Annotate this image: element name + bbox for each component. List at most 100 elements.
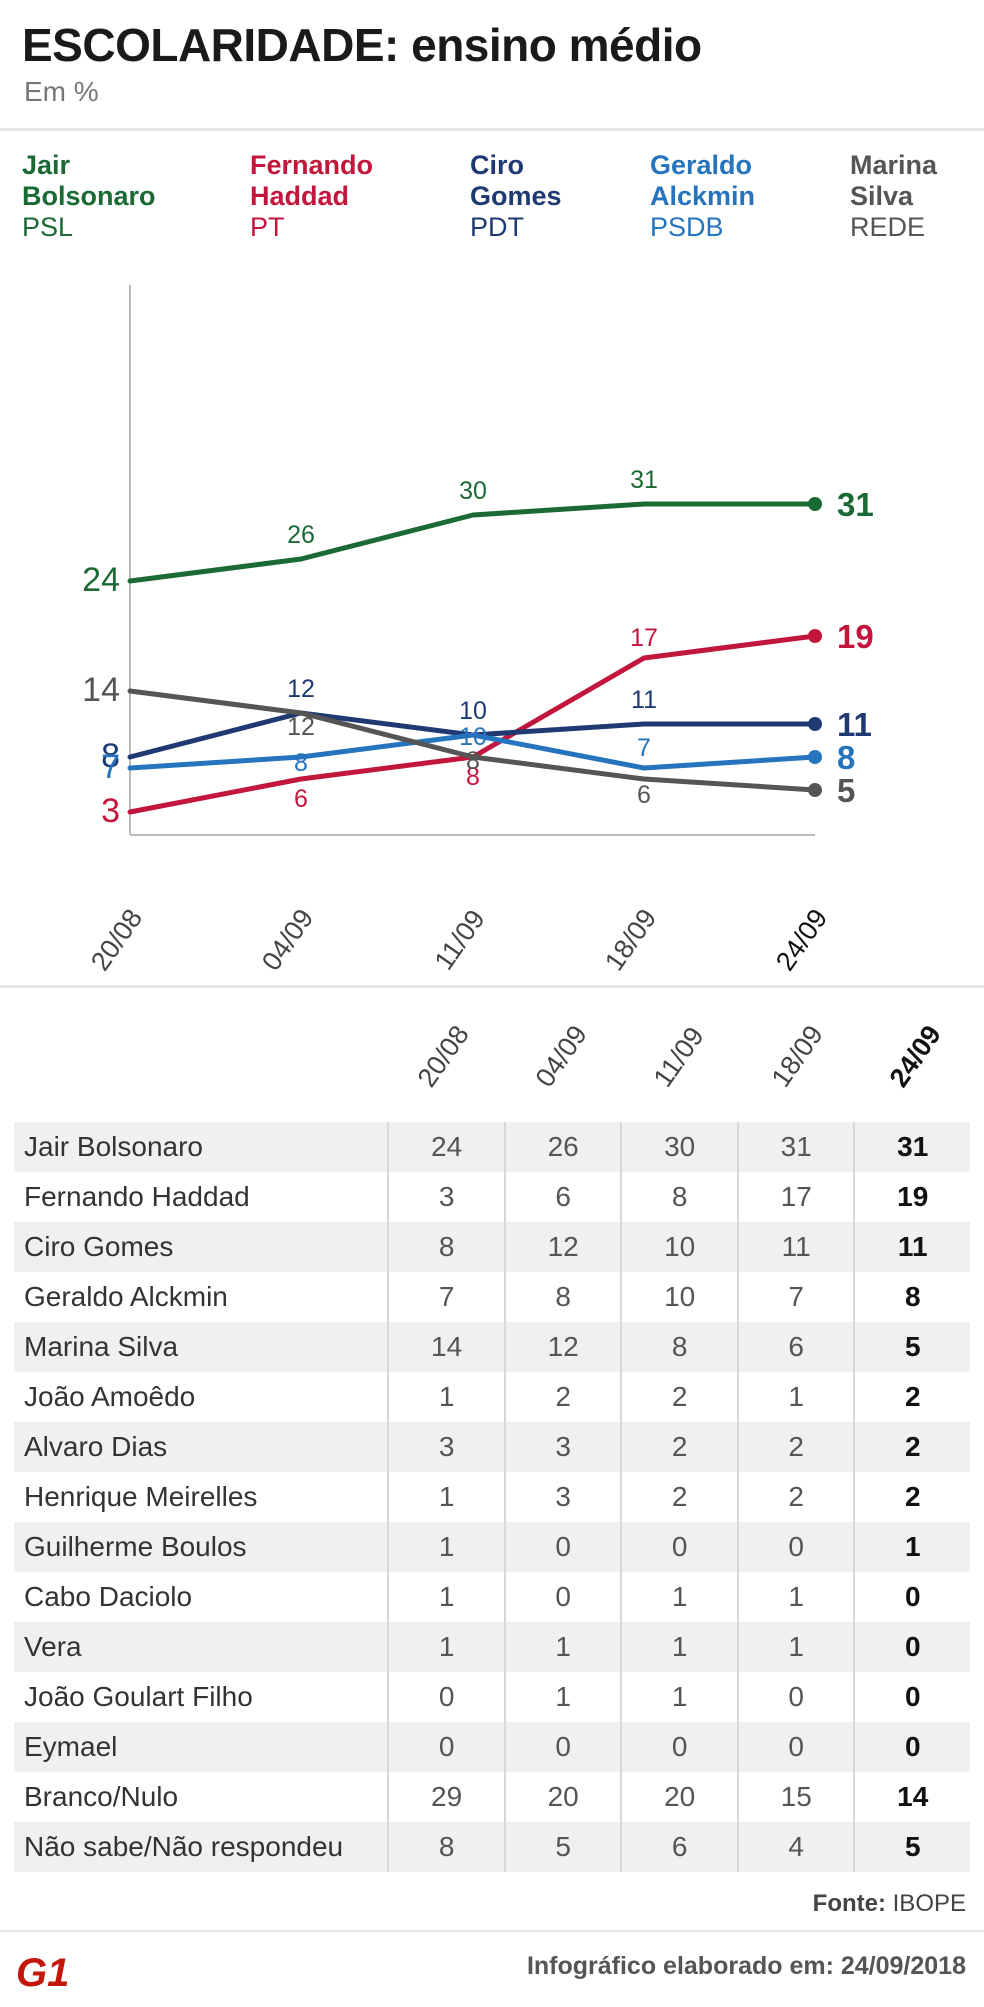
made-date: Infográfico elaborado em: 24/09/2018 bbox=[526, 1952, 966, 1980]
table-row: Henrique Meirelles 1 3 2 2 2 bbox=[14, 1472, 970, 1522]
series-line bbox=[127, 688, 818, 793]
table-cell: 10 bbox=[620, 1222, 737, 1272]
table-row: Eymael 0 0 0 0 0 bbox=[14, 1722, 970, 1772]
table-column-header: 18/09 bbox=[765, 1019, 829, 1093]
data-label: 30 bbox=[459, 477, 487, 505]
x-tick-label: 20/08 bbox=[85, 904, 148, 977]
data-label: 31 bbox=[837, 486, 874, 523]
data-label: 12 bbox=[287, 713, 315, 741]
series-end-point bbox=[808, 497, 822, 511]
table-cell: 3 bbox=[387, 1172, 504, 1222]
table-cell: 1 bbox=[387, 1472, 504, 1522]
table-cell: 0 bbox=[503, 1522, 621, 1572]
table-cell: 19 bbox=[853, 1172, 970, 1222]
table-cell: 6 bbox=[503, 1172, 621, 1222]
table-cell: 0 bbox=[736, 1722, 854, 1772]
series-end-point bbox=[808, 629, 822, 643]
legend-item-alckmin: Geraldo Alckmin PSDB bbox=[650, 150, 755, 243]
source-note: Fonte: IBOPE bbox=[813, 1890, 966, 1918]
table-cell: 30 bbox=[620, 1122, 737, 1172]
table-cell: 11 bbox=[853, 1222, 970, 1272]
table-cell: 14 bbox=[853, 1772, 970, 1822]
legend-name: Marina bbox=[850, 150, 938, 180]
table-cell: 0 bbox=[620, 1722, 737, 1772]
series-end-point bbox=[808, 750, 822, 764]
series-end-point bbox=[808, 717, 822, 731]
legend-name: Haddad bbox=[250, 181, 350, 211]
table-row: Guilherme Boulos 1 0 0 0 1 bbox=[14, 1522, 970, 1572]
x-tick-label: 04/09 bbox=[256, 904, 319, 977]
table-cell: 0 bbox=[853, 1722, 970, 1772]
data-label: 11 bbox=[631, 686, 657, 714]
table-row-label: Não sabe/Não respondeu bbox=[24, 1831, 344, 1862]
legend-item-bolsonaro: Jair Bolsonaro PSL bbox=[22, 150, 156, 243]
table-row-label: Jair Bolsonaro bbox=[24, 1131, 203, 1162]
g1-logo: G1 bbox=[16, 1951, 69, 1992]
page-title: ESCOLARIDADE: ensino médio bbox=[22, 19, 702, 71]
table-cell: 0 bbox=[736, 1522, 854, 1572]
table-row: Vera 1 1 1 1 0 bbox=[14, 1622, 970, 1672]
source-label: Fonte: bbox=[812, 1890, 886, 1917]
table-cell: 0 bbox=[853, 1572, 970, 1622]
table-cell: 7 bbox=[736, 1272, 854, 1322]
table-cell: 0 bbox=[387, 1722, 504, 1772]
table-cell: 2 bbox=[736, 1422, 854, 1472]
table-row: Fernando Haddad 3 6 8 17 19 bbox=[14, 1172, 970, 1222]
data-label: 8 bbox=[466, 747, 480, 775]
data-label: 8 bbox=[837, 739, 855, 776]
legend-party: PSL bbox=[22, 212, 74, 242]
data-table: Jair Bolsonaro 24 26 30 31 31 Fernando Haddad 3… bbox=[14, 1122, 970, 1872]
table-cell: 5 bbox=[853, 1822, 970, 1872]
table-cell: 3 bbox=[503, 1422, 621, 1472]
table-cell: 3 bbox=[503, 1472, 621, 1522]
table-column-header: 04/09 bbox=[529, 1019, 593, 1093]
table-cell: 11 bbox=[736, 1222, 854, 1272]
data-label: 3 bbox=[101, 792, 120, 830]
table-cell: 1 bbox=[620, 1572, 737, 1622]
table-cell: 2 bbox=[736, 1472, 854, 1522]
table-cell: 0 bbox=[503, 1572, 621, 1622]
data-label: 17 bbox=[630, 624, 658, 652]
table-cell: 7 bbox=[387, 1272, 504, 1322]
data-label: 8 bbox=[101, 737, 120, 775]
table-row: Geraldo Alckmin 7 8 10 7 8 bbox=[14, 1272, 970, 1322]
legend-item-haddad: Fernando Haddad PT bbox=[250, 150, 373, 243]
table-cell: 8 bbox=[620, 1172, 737, 1222]
table-cell: 1 bbox=[387, 1372, 504, 1422]
data-label: 7 bbox=[101, 748, 120, 786]
table-row: João Amoêdo 1 2 2 1 2 bbox=[14, 1372, 970, 1422]
table-cell: 1 bbox=[387, 1572, 504, 1622]
data-label: 5 bbox=[837, 772, 855, 809]
table-row-label: Guilherme Boulos bbox=[24, 1531, 247, 1562]
series-line bbox=[127, 732, 818, 771]
legend-party: REDE bbox=[850, 212, 926, 242]
data-label: 19 bbox=[837, 618, 874, 655]
data-label: 10 bbox=[459, 697, 487, 725]
table-column-header: 11/09 bbox=[647, 1021, 710, 1093]
legend-name: Fernando bbox=[250, 150, 374, 180]
table-cell: 1 bbox=[503, 1622, 621, 1672]
table-cell: 0 bbox=[853, 1622, 970, 1672]
data-label: 8 bbox=[466, 763, 480, 791]
table-cell: 8 bbox=[387, 1822, 504, 1872]
table-cell: 5 bbox=[503, 1822, 621, 1872]
table-row-label: Alvaro Dias bbox=[24, 1431, 168, 1462]
table-cell: 31 bbox=[736, 1122, 854, 1172]
table-cell: 1 bbox=[387, 1622, 504, 1672]
table-row-label: Henrique Meirelles bbox=[24, 1481, 258, 1512]
table-row-label: Geraldo Alckmin bbox=[24, 1281, 228, 1312]
page-subtitle: Em % bbox=[24, 76, 99, 107]
table-cell: 6 bbox=[620, 1822, 737, 1872]
legend-item-ciro: Ciro Gomes PDT bbox=[470, 150, 562, 243]
table-cell: 2 bbox=[620, 1472, 737, 1522]
table-row-label: Eymael bbox=[24, 1731, 118, 1762]
table-cell: 0 bbox=[620, 1522, 737, 1572]
table-cell: 6 bbox=[736, 1322, 854, 1372]
legend-name: Alckmin bbox=[650, 181, 756, 211]
table-row: Alvaro Dias 3 3 2 2 2 bbox=[14, 1422, 970, 1472]
table-cell: 0 bbox=[736, 1672, 854, 1722]
table-cell: 12 bbox=[503, 1322, 621, 1372]
table-row: Cabo Daciolo 1 0 1 1 0 bbox=[14, 1572, 970, 1622]
table-cell: 12 bbox=[503, 1222, 621, 1272]
